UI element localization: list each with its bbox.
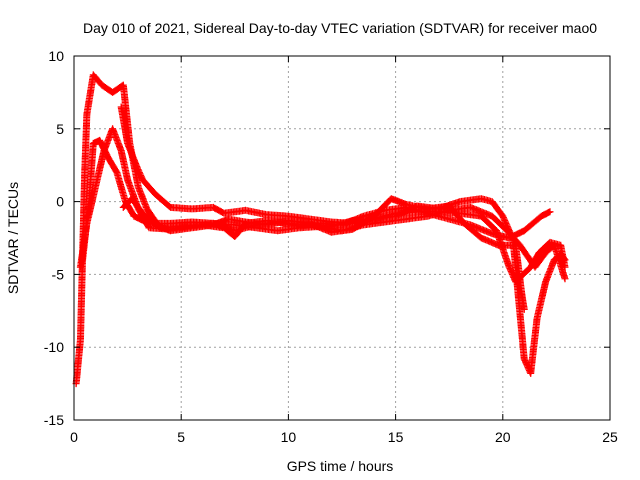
- marker-path: [119, 195, 569, 377]
- x-tick-label: 0: [70, 429, 78, 445]
- y-axis-label: SDTVAR / TECUs: [5, 182, 21, 294]
- y-tick-label: -5: [52, 266, 65, 282]
- y-tick-label: -10: [44, 339, 64, 355]
- y-tick-label: -15: [44, 412, 64, 428]
- x-tick-label: 25: [602, 429, 618, 445]
- x-axis-label: GPS time / hours: [287, 458, 394, 474]
- y-tick-label: 5: [56, 121, 64, 137]
- x-tick-label: 15: [388, 429, 404, 445]
- y-axis-ticks: -15 -10 -5 0 5 10: [44, 48, 610, 428]
- y-tick-label: 0: [56, 194, 64, 210]
- x-tick-label: 10: [281, 429, 297, 445]
- x-axis-ticks: 0 5 10 15 20 25: [70, 56, 618, 445]
- y-tick-label: 10: [48, 48, 64, 64]
- chart-title: Day 010 of 2021, Sidereal Day-to-day VTE…: [83, 20, 597, 36]
- x-tick-label: 20: [495, 429, 511, 445]
- data-series: [72, 71, 569, 388]
- plot-frame: [73, 55, 611, 421]
- series-track-e: [119, 195, 569, 377]
- x-tick-label: 5: [177, 429, 185, 445]
